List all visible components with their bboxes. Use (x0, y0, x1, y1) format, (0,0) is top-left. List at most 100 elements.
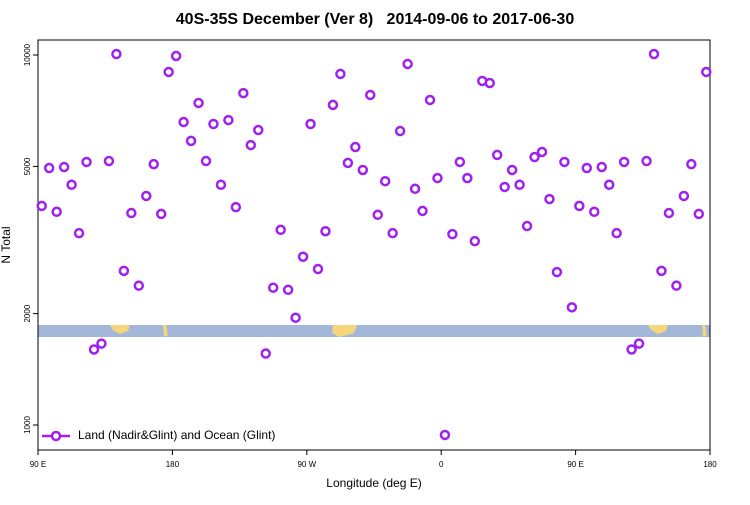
data-point (208, 118, 219, 130)
data-point (693, 208, 705, 220)
data-point (148, 158, 159, 170)
data-point (626, 344, 637, 355)
data-point (155, 208, 167, 220)
data-point (417, 205, 428, 217)
data-point (350, 141, 361, 153)
data-point (432, 172, 443, 184)
data-point (253, 124, 264, 136)
data-point (342, 157, 354, 169)
x-tick-label: 180 (703, 460, 717, 469)
x-tick-label: 90 E (567, 460, 583, 469)
data-point (551, 266, 563, 278)
data-point (611, 227, 622, 239)
data-point (402, 58, 413, 70)
plot-frame (37, 39, 711, 451)
data-point (141, 190, 152, 202)
chart-title: 40S-35S December (Ver 8) 2014-09-06 to 2… (176, 11, 575, 28)
data-point (462, 172, 473, 184)
data-point (312, 263, 324, 275)
data-point (365, 89, 376, 101)
data-point (618, 156, 630, 168)
data-point (290, 312, 301, 323)
data-point (178, 116, 189, 128)
data-point (394, 125, 406, 137)
data-point (409, 183, 421, 195)
data-point (678, 190, 690, 202)
data-point (73, 227, 85, 239)
ocean-strip (38, 325, 710, 337)
data-point (133, 280, 145, 291)
x-tick-label: 90 E (30, 460, 46, 469)
data-point (574, 200, 585, 212)
y-tick-label: 10000 (23, 43, 32, 66)
data-point (521, 220, 533, 232)
data-point (51, 206, 62, 218)
data-point (88, 344, 100, 355)
data-point (223, 114, 234, 126)
data-point (544, 193, 555, 205)
data-point (686, 158, 697, 170)
data-point (641, 155, 652, 167)
data-point (170, 50, 182, 62)
data-point (238, 87, 249, 99)
data-point (663, 207, 675, 219)
data-point (96, 338, 107, 349)
data-point (282, 284, 294, 296)
data-point (589, 206, 600, 218)
x-tick-label: 90 W (297, 460, 316, 469)
data-point (36, 200, 47, 212)
data-point (603, 179, 615, 191)
data-point (566, 302, 578, 313)
data-point (648, 48, 660, 60)
land (648, 325, 668, 334)
data-point (260, 348, 271, 359)
data-point (484, 77, 495, 89)
data-point (469, 235, 481, 247)
data-point (596, 161, 607, 173)
land (332, 325, 357, 337)
data-point (126, 207, 137, 219)
x-tick-label: 180 (166, 460, 180, 469)
data-point (305, 118, 316, 130)
data-point (357, 164, 369, 176)
data-point (499, 181, 510, 193)
data-point (387, 227, 398, 239)
data-point (424, 94, 436, 106)
data-point (163, 66, 174, 78)
land (163, 325, 168, 337)
data-point (297, 251, 309, 262)
y-tick-label: 5000 (23, 157, 32, 175)
data-point (43, 162, 55, 174)
data-point (372, 209, 383, 221)
data-point (111, 48, 122, 60)
data-point (275, 224, 286, 236)
data-point (671, 280, 682, 291)
data-point (529, 151, 540, 163)
data-point (66, 179, 77, 191)
data-point (633, 338, 645, 349)
data-point (581, 162, 593, 174)
data-point (230, 201, 242, 213)
legend-label: Land (Nadir&Glint) and Ocean (Glint) (78, 428, 275, 442)
data-point (559, 156, 570, 168)
data-point (118, 265, 130, 277)
x-tick-label: 0 (439, 460, 444, 469)
data-point (327, 99, 339, 111)
data-point (185, 135, 197, 147)
data-point (245, 139, 257, 151)
y-tick-label: 1000 (23, 416, 32, 434)
data-point (58, 161, 70, 173)
data-point (491, 149, 503, 161)
data-point (447, 228, 458, 240)
data-point (506, 164, 518, 176)
data-point (536, 146, 548, 158)
legend-marker (50, 430, 62, 442)
y-axis-label: N Total (0, 226, 13, 263)
data-point (514, 179, 525, 191)
data-point (200, 155, 212, 167)
data-point (215, 179, 227, 191)
data-point (193, 97, 204, 109)
land (702, 325, 707, 337)
